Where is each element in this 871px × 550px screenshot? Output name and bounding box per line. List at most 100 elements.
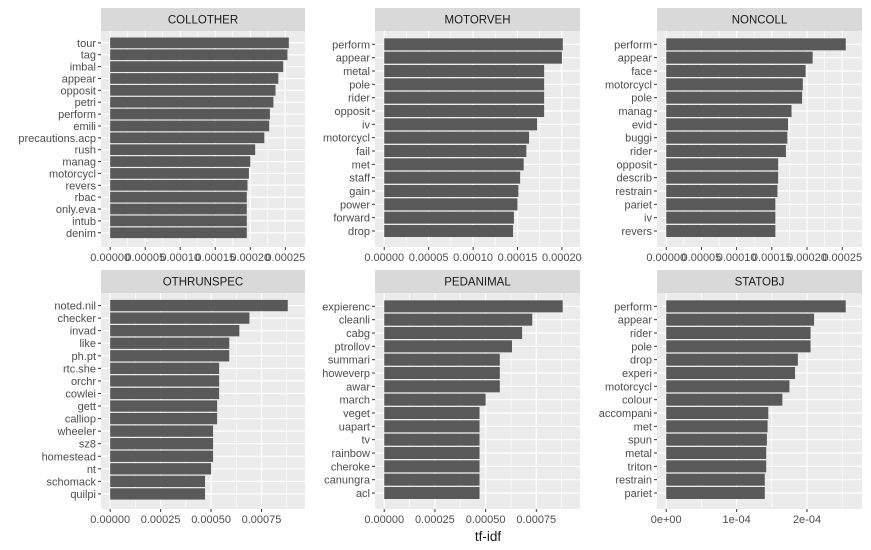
y-tick-label: rtc.she [63,363,96,375]
y-tick-label: manag [62,157,96,169]
bar [666,473,765,486]
x-tick-label: 0.00075 [516,514,556,526]
y-tick-label: intub [72,216,96,228]
x-tick-label: 0.00000 [90,252,130,264]
y-tick-label: experi [622,368,652,380]
facet-4: PEDANIMAL 0.00000 0.00025 0.00050 0.00075 exp… [322,270,580,526]
y-tick-label: opposit [617,159,652,171]
bar [384,198,518,211]
y-tick-label: homestead [42,451,96,463]
bar [110,168,249,179]
x-tick-label: 0.00025 [415,514,455,526]
bar [384,407,480,419]
y-tick-label: pariet [624,199,652,211]
y-tick-label: canungra [324,475,371,487]
y-tick-label: summari [328,355,370,367]
y-tick-label: emili [73,121,96,133]
bar [666,105,792,117]
bar [110,362,220,374]
x-tick-label: 0.00000 [364,252,404,264]
y-tick-label: appear [618,53,653,65]
x-tick-label: 2e-04 [793,514,821,526]
panels-layer: COLLOTHER0.000000.000050.000100.000150.0… [18,8,862,526]
y-tick-label: tour [77,38,96,50]
y-tick-label: ph.pt [72,351,96,363]
y-tick-label: rbac [75,192,97,204]
bar [384,118,538,131]
facet-strip [657,8,862,31]
y-tick-label: drop [348,226,370,238]
y-tick-label: iv [362,119,370,131]
bar [110,227,247,239]
bar [110,132,265,144]
y-tick-label: motorcycl [49,168,96,180]
facet-title: COLLOTHER [168,15,238,27]
bar [666,118,789,131]
y-tick-label: pariet [624,488,652,500]
y-tick-label: invad [70,326,96,338]
bar [110,337,230,349]
y-tick-label: cleanli [339,315,370,327]
y-tick-label: opposit [335,106,370,118]
facet-3: OTHRUNSPEC 0.00000 0.00025 0.00050 0.00075 no… [42,270,305,526]
y-tick-label: tag [81,50,96,62]
bar [666,313,815,326]
bar [110,96,274,108]
bar [110,412,218,425]
y-tick-label: expierenc [322,301,370,313]
y-tick-label: evid [632,119,652,131]
bar [384,65,545,77]
bar [110,73,279,84]
y-tick-label: perform [614,39,652,51]
facet-5: STATOBJ 0e+00 1e-04 2e-04 perform appearrider… [599,270,862,526]
bar [110,37,289,49]
y-tick-label: accompani [599,408,652,420]
bar [110,463,212,475]
y-tick-label: only.eva [56,204,97,216]
x-tick-label: 0.00000 [90,514,130,526]
y-tick-label: metal [343,66,370,78]
y-tick-label: perform [58,109,96,121]
bar [110,49,288,61]
facet-strip [657,270,862,293]
x-tick-label: 0.00025 [265,252,305,264]
bar [666,367,796,379]
bar [110,85,276,96]
bar [384,300,563,313]
y-tick-label: motorcycl [605,381,652,393]
bar [666,91,803,104]
bar [384,91,545,104]
bar [384,473,480,486]
y-tick-label: tv [361,435,370,447]
y-tick-label: rider [348,93,370,105]
bar [384,447,480,459]
y-tick-label: manag [618,106,652,118]
y-tick-label: power [340,199,370,211]
x-tick-label: 0.00015 [498,252,538,264]
y-tick-label: nt [87,464,96,476]
bar [384,171,521,184]
bar [666,300,846,313]
y-tick-label: march [339,395,370,407]
bar [666,420,768,433]
bar [384,313,533,326]
bar [110,108,270,120]
y-tick-label: fail [356,146,370,158]
y-tick-label: pole [631,341,652,353]
y-tick-label: metal [625,448,652,460]
y-tick-label: revers [621,226,652,238]
x-tick-label: 0.00025 [141,514,181,526]
y-tick-label: perform [614,301,652,313]
bar [666,407,769,419]
bar [384,487,480,499]
x-tick-label: 0.00010 [717,252,757,264]
bar [384,145,527,157]
bar [666,198,776,211]
y-tick-label: pole [631,93,652,105]
y-tick-label: spun [628,435,652,447]
x-tick-label: 0.00000 [364,514,404,526]
bar [666,65,806,77]
y-tick-label: wheeler [56,426,96,438]
y-tick-label: acl [356,488,370,500]
bar [384,185,519,197]
